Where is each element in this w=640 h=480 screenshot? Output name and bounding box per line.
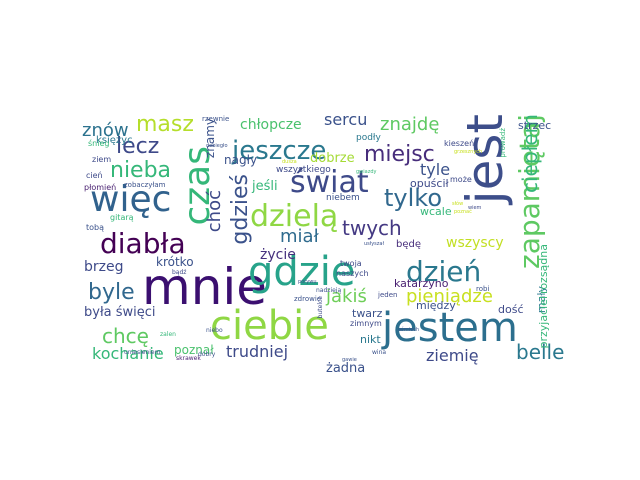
word-naszych: naszych bbox=[336, 269, 369, 278]
word-słów: słów bbox=[452, 201, 464, 207]
word-tylko: tylko bbox=[384, 184, 443, 212]
word-niebem: niebem bbox=[326, 193, 360, 203]
word-jakiś: jakiś bbox=[326, 286, 367, 307]
word-nieba: nieba bbox=[110, 158, 172, 183]
word-dobiegło: dobiegło bbox=[206, 143, 228, 149]
word-wszyscy: wszyscy bbox=[446, 235, 504, 251]
word-twoja: twoja bbox=[340, 259, 362, 268]
word-twarz: twarz bbox=[352, 307, 383, 320]
word-płomień: płomień bbox=[84, 183, 117, 192]
word-byle: byle bbox=[88, 280, 135, 305]
word-kieszeń: kieszeń bbox=[444, 139, 475, 148]
word-jeśli: jeśli bbox=[252, 179, 278, 194]
word-rzewnie: rzewnie bbox=[202, 115, 230, 123]
word-życie: życie bbox=[260, 247, 296, 263]
word-gitarą: gitarą bbox=[110, 213, 134, 222]
word-opuścił: opuścił bbox=[410, 177, 449, 190]
word-tyle: tyle bbox=[420, 160, 451, 179]
word-jeden: jeden bbox=[378, 291, 398, 299]
word-wiem: wiem bbox=[468, 205, 482, 211]
word-przyjaciel: przyjaciel bbox=[537, 296, 550, 349]
word-rozsądna: rozsądna bbox=[537, 244, 550, 294]
word-kochanie: kochanie bbox=[92, 344, 164, 363]
word-ziem: ziem bbox=[92, 155, 112, 164]
word-trudniej: trudniej bbox=[226, 342, 289, 361]
word-choć: choć bbox=[204, 190, 225, 233]
word-dzień: dzień bbox=[406, 255, 482, 288]
word-katarzyno: katarzyno bbox=[394, 277, 449, 290]
word-wszystkiego: wszystkiego bbox=[276, 165, 331, 175]
word-znów: znów bbox=[82, 120, 129, 141]
word-gwiazdy: gwiazdy bbox=[356, 169, 377, 175]
word-znamy: znamy bbox=[203, 118, 217, 159]
word-poznał: poznał bbox=[174, 343, 214, 357]
word-twych: twych bbox=[342, 216, 402, 240]
word-dzielą: dzielą bbox=[250, 199, 339, 234]
word-była-święci: była święci bbox=[84, 305, 156, 320]
word-dobry: dobry bbox=[198, 351, 216, 358]
word-usłyszał: usłyszał bbox=[364, 241, 384, 247]
word-ziemię: ziemię bbox=[426, 346, 479, 365]
word-znajdę: znajdę bbox=[380, 114, 440, 135]
word-strzec: strzec bbox=[518, 119, 552, 132]
word-diabła: diabła bbox=[100, 227, 186, 260]
word-dobrze: dobrze bbox=[310, 151, 355, 166]
word-porywu: porywu bbox=[298, 279, 317, 285]
word-podły: podły bbox=[356, 133, 381, 143]
word-butelce: butelce bbox=[317, 296, 324, 319]
word-chcę: chcę bbox=[102, 324, 149, 348]
word-jeszcze: jeszcze bbox=[232, 136, 327, 166]
word-uśmiech: uśmiech bbox=[398, 327, 420, 333]
word-zobaczyłam: zobaczyłam bbox=[124, 181, 166, 189]
word-zimnym: zimnym bbox=[350, 319, 382, 328]
word-świat: świat bbox=[290, 165, 369, 200]
word-księżyc: księżyc bbox=[96, 135, 133, 146]
word-między: między bbox=[416, 299, 456, 312]
word-ciebie: ciebie bbox=[210, 303, 329, 349]
word-będę: będę bbox=[396, 239, 421, 250]
word-zdrowie: zdrowie bbox=[294, 295, 322, 303]
word-miejsc: miejsc bbox=[364, 142, 435, 167]
word-bądź: bądź bbox=[172, 269, 187, 276]
word-masz: masz bbox=[136, 112, 194, 137]
word-brzeg: brzeg bbox=[84, 259, 124, 275]
word-niebo: niebo bbox=[206, 327, 223, 334]
word-gawie: gawie bbox=[342, 357, 357, 363]
word-dość: dość bbox=[498, 303, 524, 316]
word-pieniądze: pieniądze bbox=[406, 286, 493, 307]
word-prowadź: prowadź bbox=[499, 128, 507, 158]
word-poznać: poznać bbox=[454, 209, 472, 215]
word-mnie: mnie bbox=[142, 258, 268, 316]
word-tobą: tobą bbox=[86, 223, 105, 232]
word-jestem: jestem bbox=[382, 305, 518, 351]
word-może: może bbox=[450, 175, 472, 184]
word-śnieg: śnieg bbox=[88, 139, 110, 148]
word-zalen: zalen bbox=[160, 331, 176, 338]
word-wcale: wcale bbox=[420, 205, 452, 218]
word-wina: wina bbox=[372, 349, 387, 356]
word-nagły: nagły bbox=[224, 153, 258, 167]
word-uniesieniem: uniesieniem bbox=[124, 349, 161, 356]
word-gdzie: gdzie bbox=[248, 249, 356, 295]
word-nadzieją: nadzieją bbox=[316, 287, 342, 294]
word-cień: cień bbox=[86, 171, 103, 180]
word-sercu: sercu bbox=[324, 110, 368, 129]
word-grzesznych: grzesznych bbox=[454, 149, 483, 155]
word-nikt: nikt bbox=[360, 333, 381, 346]
word-gdzieś: gdzieś bbox=[228, 174, 253, 245]
word-belle: belle bbox=[516, 340, 565, 364]
word-skrawek: skrawek bbox=[176, 355, 201, 362]
word-więc: więc bbox=[90, 179, 172, 220]
word-dusza: dusza bbox=[282, 159, 297, 165]
word-cloud: mnie gdzie ciebie jestem jest więc czas … bbox=[80, 110, 564, 375]
word-krótko: krótko bbox=[156, 255, 194, 269]
word-chłopcze: chłopcze bbox=[240, 117, 302, 133]
word-żadna: żadna bbox=[326, 361, 366, 376]
word-lecz: lecz bbox=[116, 134, 160, 159]
word-miał: miał bbox=[280, 226, 319, 247]
word-robi: robi bbox=[476, 285, 490, 293]
